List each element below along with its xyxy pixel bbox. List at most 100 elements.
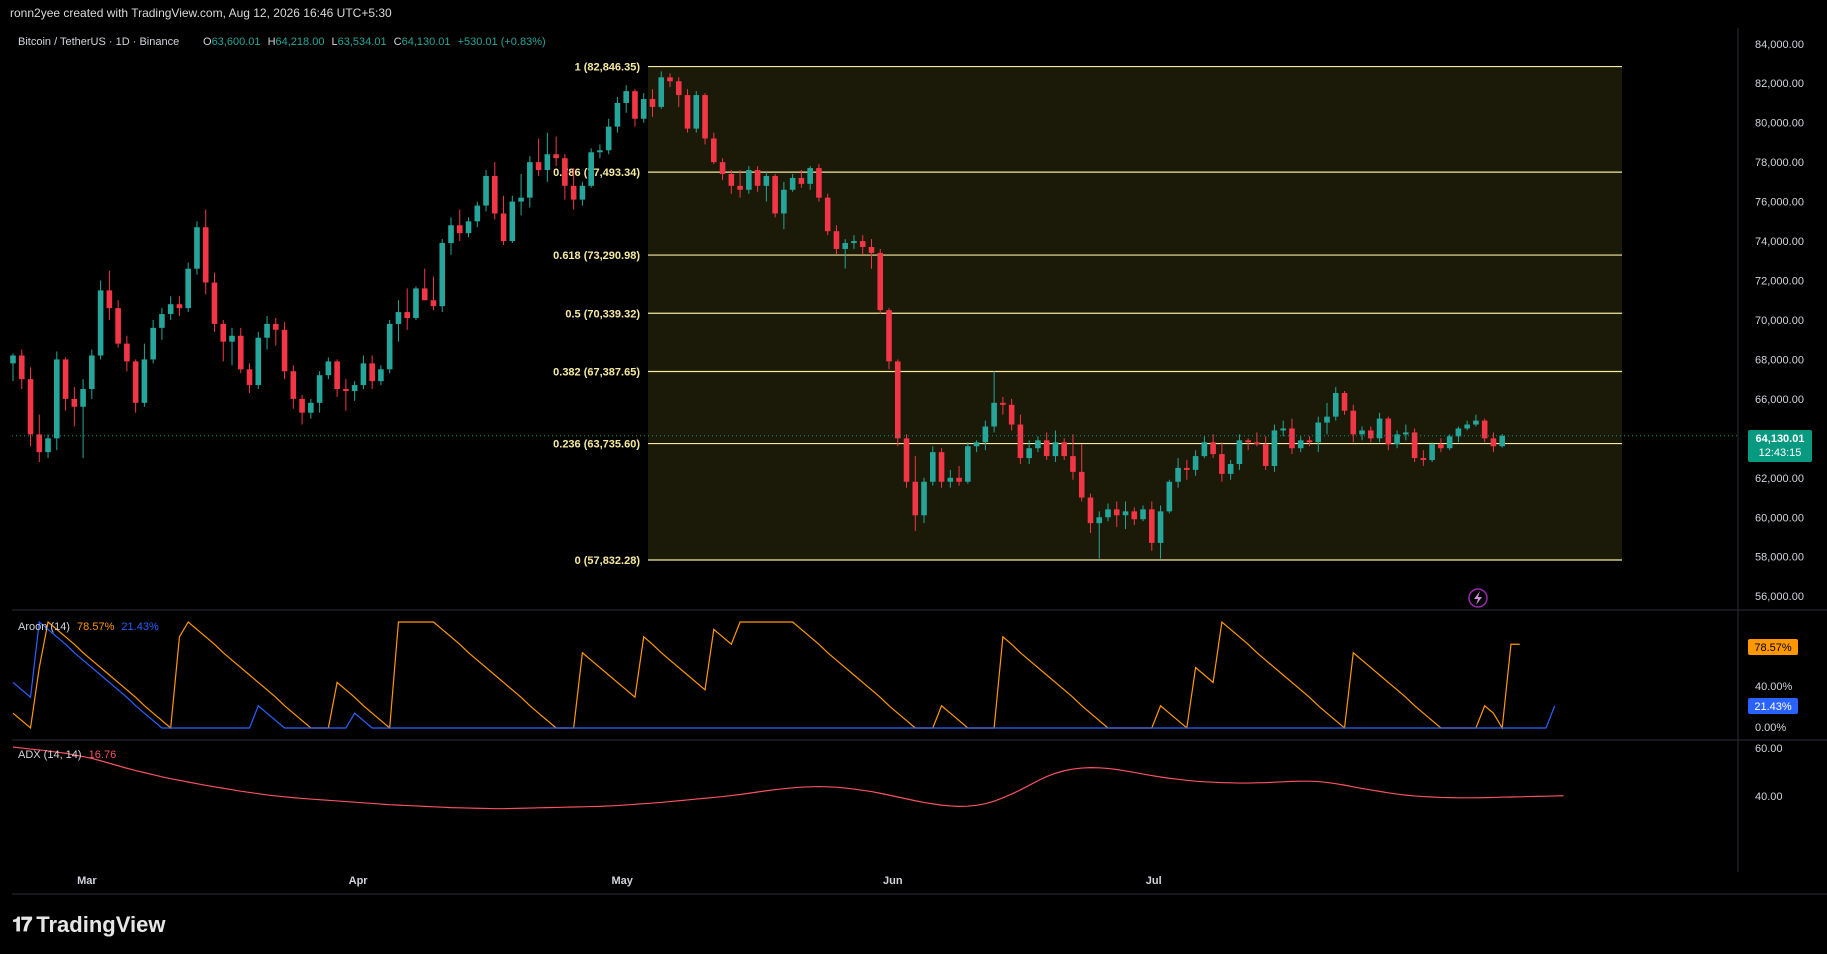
time-tick: Apr xyxy=(349,875,369,887)
current-price-value: 64,130.01 xyxy=(1756,433,1805,445)
price-tick: 72,000.00 xyxy=(1755,276,1804,288)
tradingview-logo[interactable]: 𝟏𝟕 TradingView xyxy=(12,912,165,938)
price-tick: 84,000.00 xyxy=(1755,39,1804,51)
price-tick: 82,000.00 xyxy=(1755,78,1804,90)
candle xyxy=(1096,517,1103,524)
price-tick: 58,000.00 xyxy=(1755,552,1804,564)
symbol-title[interactable]: Bitcoin / TetherUS · 1D · Binance xyxy=(18,36,179,48)
candle xyxy=(264,323,270,338)
candle xyxy=(675,81,682,96)
candle xyxy=(851,241,857,244)
candle xyxy=(430,300,437,307)
candle xyxy=(1210,442,1216,455)
candle xyxy=(649,99,656,107)
adx-pane xyxy=(12,746,1564,810)
candle xyxy=(1201,442,1208,457)
candle xyxy=(1490,438,1497,447)
candle xyxy=(684,95,691,129)
fib-label-2: 0.618 (73,290.98) xyxy=(553,250,640,262)
candle xyxy=(1149,509,1155,543)
candle xyxy=(1017,424,1024,459)
aroon-legend[interactable]: Aroon (14) 78.57% 21.43% xyxy=(18,621,159,633)
candle xyxy=(1271,430,1278,466)
candle xyxy=(1000,402,1006,405)
candle xyxy=(553,154,559,159)
candle xyxy=(947,477,954,482)
candle xyxy=(798,177,805,184)
candles xyxy=(10,71,1738,559)
candle xyxy=(763,175,770,186)
price-axis[interactable]: 84,000.00 82,000.00 80,000.00 78,000.00 76,0… xyxy=(1755,39,1804,603)
candle xyxy=(97,290,104,356)
candle xyxy=(89,355,95,390)
close-value: 64,130.01 xyxy=(402,36,451,48)
tradingview-logo-icon: 𝟏𝟕 xyxy=(12,913,32,936)
candle xyxy=(1315,422,1322,443)
open-label: O xyxy=(203,36,212,48)
aroon-up-badge: 78.57% xyxy=(1748,639,1798,655)
candle xyxy=(1052,442,1059,457)
candle xyxy=(194,227,200,269)
candle xyxy=(1438,444,1444,449)
aroon-axis-0: 0.00% xyxy=(1755,722,1786,734)
candle xyxy=(36,434,43,453)
candle xyxy=(746,170,752,190)
time-tick: May xyxy=(611,875,633,887)
credit-line: ronn2yee created with TradingView.com, A… xyxy=(10,6,392,20)
candle xyxy=(202,227,209,283)
price-tick: 74,000.00 xyxy=(1755,236,1804,248)
candle xyxy=(877,252,884,311)
candle xyxy=(1035,440,1041,449)
candle xyxy=(369,363,375,382)
candle xyxy=(886,310,892,362)
fib-label-5: 0.236 (63,735.60) xyxy=(553,439,640,451)
candle xyxy=(1499,435,1505,447)
fib-retracement[interactable]: 1 (82,846.35) 0.786 (77,493.34) 0.618 (73,… xyxy=(553,62,1622,567)
candle xyxy=(938,452,945,482)
candle xyxy=(1385,418,1392,445)
adx-legend[interactable]: ADX (14, 14) 16.76 xyxy=(18,749,116,761)
candle xyxy=(535,162,542,171)
candle xyxy=(921,481,927,516)
lightning-icon[interactable] xyxy=(1468,588,1488,608)
candle xyxy=(325,361,332,376)
candle xyxy=(71,398,78,407)
aroon-down-value: 21.43% xyxy=(121,621,159,633)
candle xyxy=(1061,442,1067,457)
candle xyxy=(1026,448,1032,459)
candle xyxy=(544,154,551,171)
candle xyxy=(1297,440,1304,449)
price-tick: 60,000.00 xyxy=(1755,512,1804,524)
candle xyxy=(1481,420,1488,439)
candle xyxy=(912,481,919,516)
candle xyxy=(500,213,507,242)
candle xyxy=(1376,418,1383,439)
candle xyxy=(220,323,227,342)
candle xyxy=(518,197,524,202)
candle xyxy=(167,304,174,315)
candle xyxy=(465,221,472,234)
candle xyxy=(290,371,297,399)
adx-axis-60: 60.00 xyxy=(1755,743,1783,755)
candle xyxy=(956,477,962,482)
candle xyxy=(737,185,743,190)
high-value: 64,218.00 xyxy=(276,36,325,48)
price-tick: 66,000.00 xyxy=(1755,394,1804,406)
time-tick: Mar xyxy=(77,875,97,887)
time-axis[interactable]: Mar Apr May Jun Jul xyxy=(77,875,1162,887)
candle xyxy=(176,304,183,309)
candle xyxy=(833,231,840,249)
candle xyxy=(982,426,989,443)
candle xyxy=(474,205,481,222)
time-tick: Jul xyxy=(1146,875,1162,887)
candle xyxy=(1157,511,1164,543)
candle xyxy=(456,225,463,234)
price-tick: 80,000.00 xyxy=(1755,118,1804,130)
fib-label-1: 0.786 (77,493.34) xyxy=(553,167,640,179)
candle xyxy=(1236,440,1243,464)
candle xyxy=(789,177,796,190)
ohlc-legend: O63,600.01 H64,218.00 L63,534.01 C64,130… xyxy=(203,36,546,48)
candle xyxy=(579,185,586,200)
